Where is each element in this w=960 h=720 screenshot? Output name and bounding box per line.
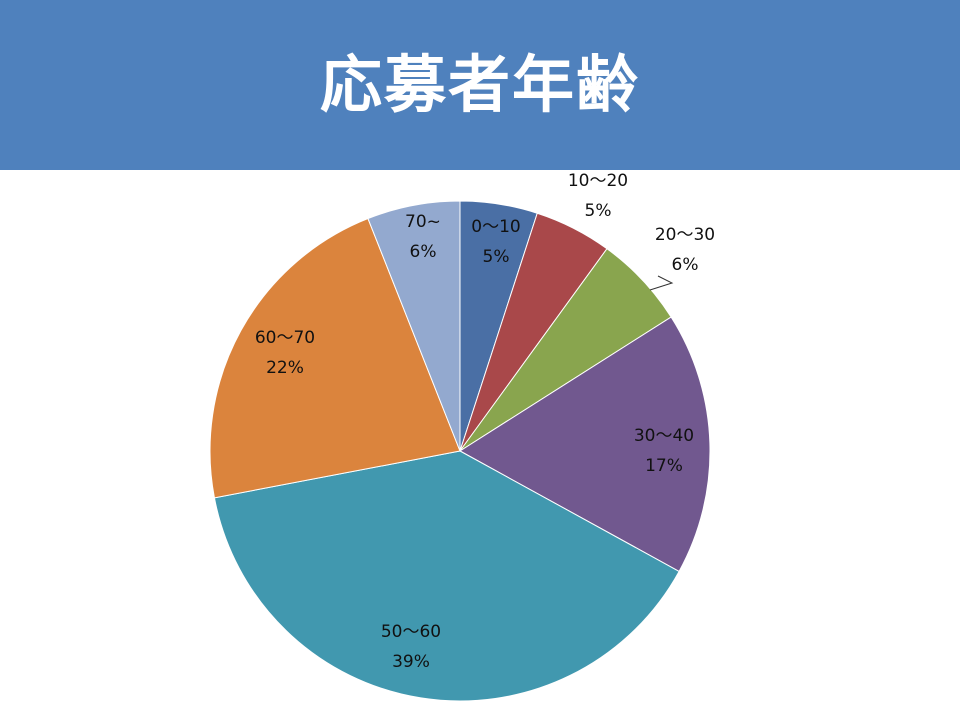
pie-slice-6 [209,217,461,499]
leader-lines [649,275,674,291]
pie-slice-5 [213,450,680,702]
slice-category-label: 60〜70 [255,328,315,348]
slice-category-label: 30〜40 [634,426,694,446]
slice-percent-label: 39% [392,652,430,672]
slice-percent-label: 5% [585,201,612,221]
title-banner: 応募者年齢 [0,0,960,170]
slice-percent-label: 22% [266,358,304,378]
pie-slices [209,200,711,702]
slice-percent-label: 6% [410,242,437,262]
slice-category-label: 0〜10 [471,217,520,237]
slice-percent-label: 5% [483,247,510,267]
pie-slice-7 [367,200,461,452]
slice-percent-label: 6% [672,255,699,275]
slice-category-label: 10〜20 [568,171,628,191]
pie-labels: 0〜10 5% 10〜20 5% 20〜30 6% 30〜40 17% 50〜60 39% 60〜7… [255,171,715,672]
slice-category-label: 20〜30 [655,225,715,245]
leader-line [649,275,674,291]
slice-category-label: 50〜60 [381,622,441,642]
slice-percent-label: 17% [645,456,683,476]
pie-slice-4 [459,316,711,573]
slice-category-label: 70~ [405,212,441,232]
slide-title: 応募者年齢 [319,48,640,121]
